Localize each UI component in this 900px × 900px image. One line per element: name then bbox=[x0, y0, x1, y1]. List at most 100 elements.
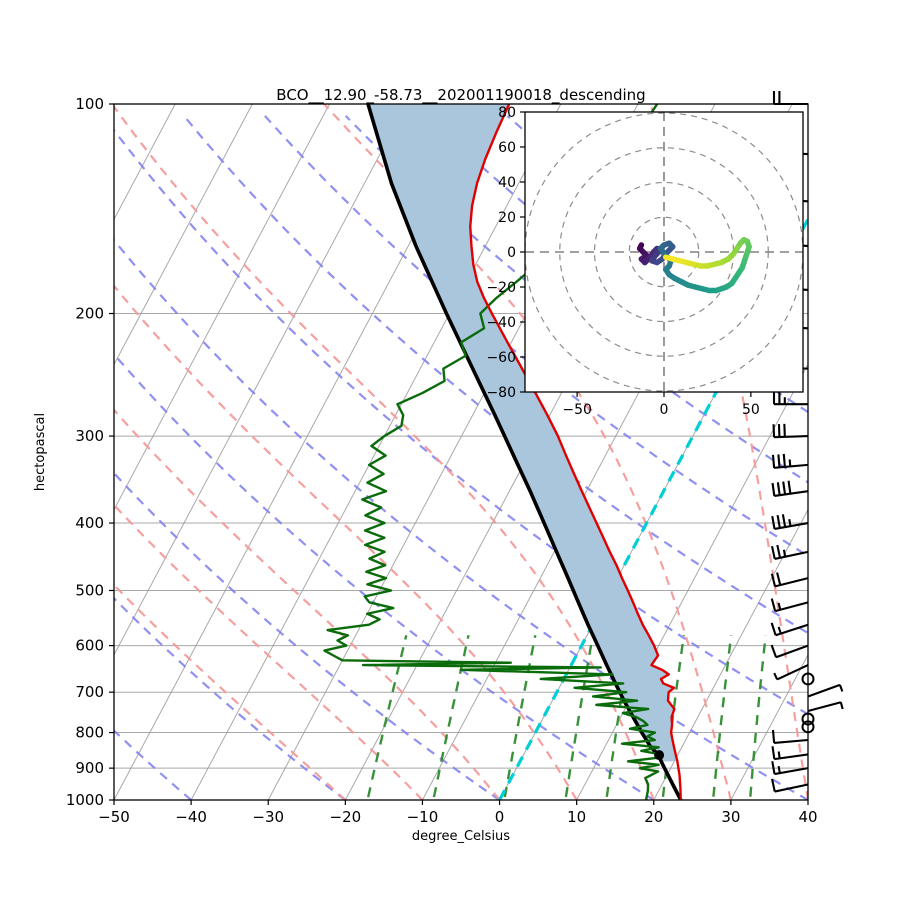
barb-full-tick bbox=[776, 515, 781, 529]
dry-adiabat-line bbox=[183, 115, 808, 635]
plot-frame bbox=[113, 103, 809, 801]
hodograph-inset-axes: −80 −60 −40 −20 0 20 40 60 80 −50 0 50 bbox=[486, 105, 804, 418]
barb-full-tick bbox=[787, 480, 792, 494]
barb-full-tick bbox=[770, 598, 777, 612]
mixing-ratio-line bbox=[748, 635, 767, 800]
dry-adiabat-line bbox=[114, 596, 346, 800]
y-tick-label: 600 bbox=[75, 637, 104, 655]
barb-half-tick bbox=[777, 602, 782, 611]
axis-labels: −50 −40 −30 −20 −10 0 10 20 30 401002003004005006… bbox=[66, 95, 818, 826]
barb-full-tick bbox=[771, 761, 776, 775]
y-tick-label: 400 bbox=[75, 514, 104, 532]
moist-adiabat-line bbox=[114, 503, 424, 800]
wind-barb bbox=[773, 664, 809, 681]
inset-y-tick-label: −80 bbox=[486, 385, 516, 401]
moist-adiabat-line bbox=[114, 408, 501, 800]
barb-shaft bbox=[774, 738, 809, 745]
mixing-ratio-line bbox=[564, 635, 594, 800]
barb-shaft bbox=[774, 577, 809, 588]
barb-shaft bbox=[774, 783, 809, 793]
x-tick-label: −10 bbox=[407, 808, 439, 826]
barb-full-tick bbox=[771, 545, 776, 560]
hodograph-trace-segment bbox=[662, 254, 676, 262]
wind-barb bbox=[770, 598, 809, 613]
inset-y-tick-label: −60 bbox=[486, 350, 516, 366]
barb-full-tick bbox=[771, 454, 776, 468]
inset-y-tick-label: 40 bbox=[498, 175, 516, 191]
isotherm-line bbox=[114, 104, 253, 366]
barb-half-tick bbox=[788, 459, 792, 467]
wind-barb bbox=[771, 778, 809, 793]
temperature-profile-line bbox=[469, 104, 682, 800]
wind-barb bbox=[771, 761, 809, 776]
barb-full-tick bbox=[781, 514, 787, 528]
barb-full-tick bbox=[771, 778, 776, 792]
x-tick-label: −30 bbox=[252, 808, 284, 826]
isotherm-line bbox=[114, 104, 330, 511]
x-tick-label: −20 bbox=[330, 808, 362, 826]
barb-half-tick bbox=[788, 519, 792, 527]
y-tick-label: 500 bbox=[75, 581, 104, 599]
x-tick-label: −50 bbox=[98, 808, 130, 826]
inset-y-tick-label: −20 bbox=[486, 280, 516, 296]
isotherm-line bbox=[114, 104, 408, 656]
barb-shaft bbox=[774, 550, 809, 560]
barb-shaft bbox=[776, 664, 809, 681]
y-tick-label: 200 bbox=[75, 305, 104, 323]
wind-barb bbox=[770, 572, 809, 588]
inset-y-tick-label: 60 bbox=[498, 140, 516, 156]
dry-adiabat-line bbox=[114, 471, 501, 800]
barb-full-tick bbox=[771, 746, 776, 760]
inset-axis-labels: −80 −60 −40 −20 0 20 40 60 80 −50 0 50 bbox=[486, 105, 759, 418]
barb-shaft bbox=[807, 683, 841, 698]
barb-half-tick bbox=[839, 701, 844, 710]
x-tick-label: 20 bbox=[644, 808, 663, 826]
inset-y-tick-label: −40 bbox=[486, 315, 516, 331]
inset-x-tick-label: 50 bbox=[742, 402, 760, 418]
wind-barb bbox=[771, 729, 809, 745]
wind-barb bbox=[807, 683, 844, 698]
barb-shaft bbox=[775, 644, 809, 659]
wind-barb bbox=[770, 644, 809, 659]
inset-y-tick-label: 20 bbox=[498, 210, 516, 226]
pressure-gridlines bbox=[114, 104, 808, 800]
barb-full-tick bbox=[777, 454, 781, 468]
wind-barb bbox=[770, 622, 809, 637]
isotherm-line bbox=[730, 653, 808, 800]
y-tick-label: 900 bbox=[75, 759, 104, 777]
wind-barb bbox=[807, 701, 844, 713]
barb-full-tick bbox=[776, 482, 781, 496]
wind-barb bbox=[771, 453, 809, 469]
barb-full-tick bbox=[771, 515, 776, 530]
inset-y-tick-label: 0 bbox=[507, 245, 516, 261]
mixing-ratio-line bbox=[432, 635, 470, 800]
y-tick-label: 1000 bbox=[66, 791, 104, 809]
mixing-ratio-line bbox=[711, 635, 733, 800]
mixing-ratio-line bbox=[366, 635, 408, 800]
dry-adiabat-line bbox=[114, 128, 808, 716]
wind-barb bbox=[772, 423, 809, 439]
wind-barb bbox=[771, 514, 809, 530]
x-tick-label: 30 bbox=[721, 808, 740, 826]
barb-half-tick bbox=[773, 672, 779, 680]
moist-adiabat-line bbox=[114, 284, 578, 800]
y-tick-label: 800 bbox=[75, 724, 104, 742]
barb-full-tick bbox=[770, 644, 778, 658]
mixing-ratio-line bbox=[605, 635, 633, 800]
y-tick-label: 100 bbox=[75, 95, 104, 113]
dry-adiabat-line bbox=[114, 352, 655, 800]
inset-x-tick-label: −50 bbox=[562, 402, 592, 418]
barb-full-tick bbox=[782, 481, 787, 495]
cape-shaded-region bbox=[368, 104, 678, 762]
isotherm-line bbox=[190, 104, 562, 800]
x-tick-label: −40 bbox=[175, 808, 207, 826]
dewpoint-profile-line bbox=[323, 104, 663, 800]
barb-half-tick bbox=[777, 626, 782, 634]
wind-barb bbox=[771, 544, 809, 560]
y-tick-label: 700 bbox=[75, 683, 104, 701]
moist-adiabat-line bbox=[114, 104, 655, 800]
barb-full-tick bbox=[770, 573, 777, 587]
barb-full-tick bbox=[771, 729, 776, 744]
